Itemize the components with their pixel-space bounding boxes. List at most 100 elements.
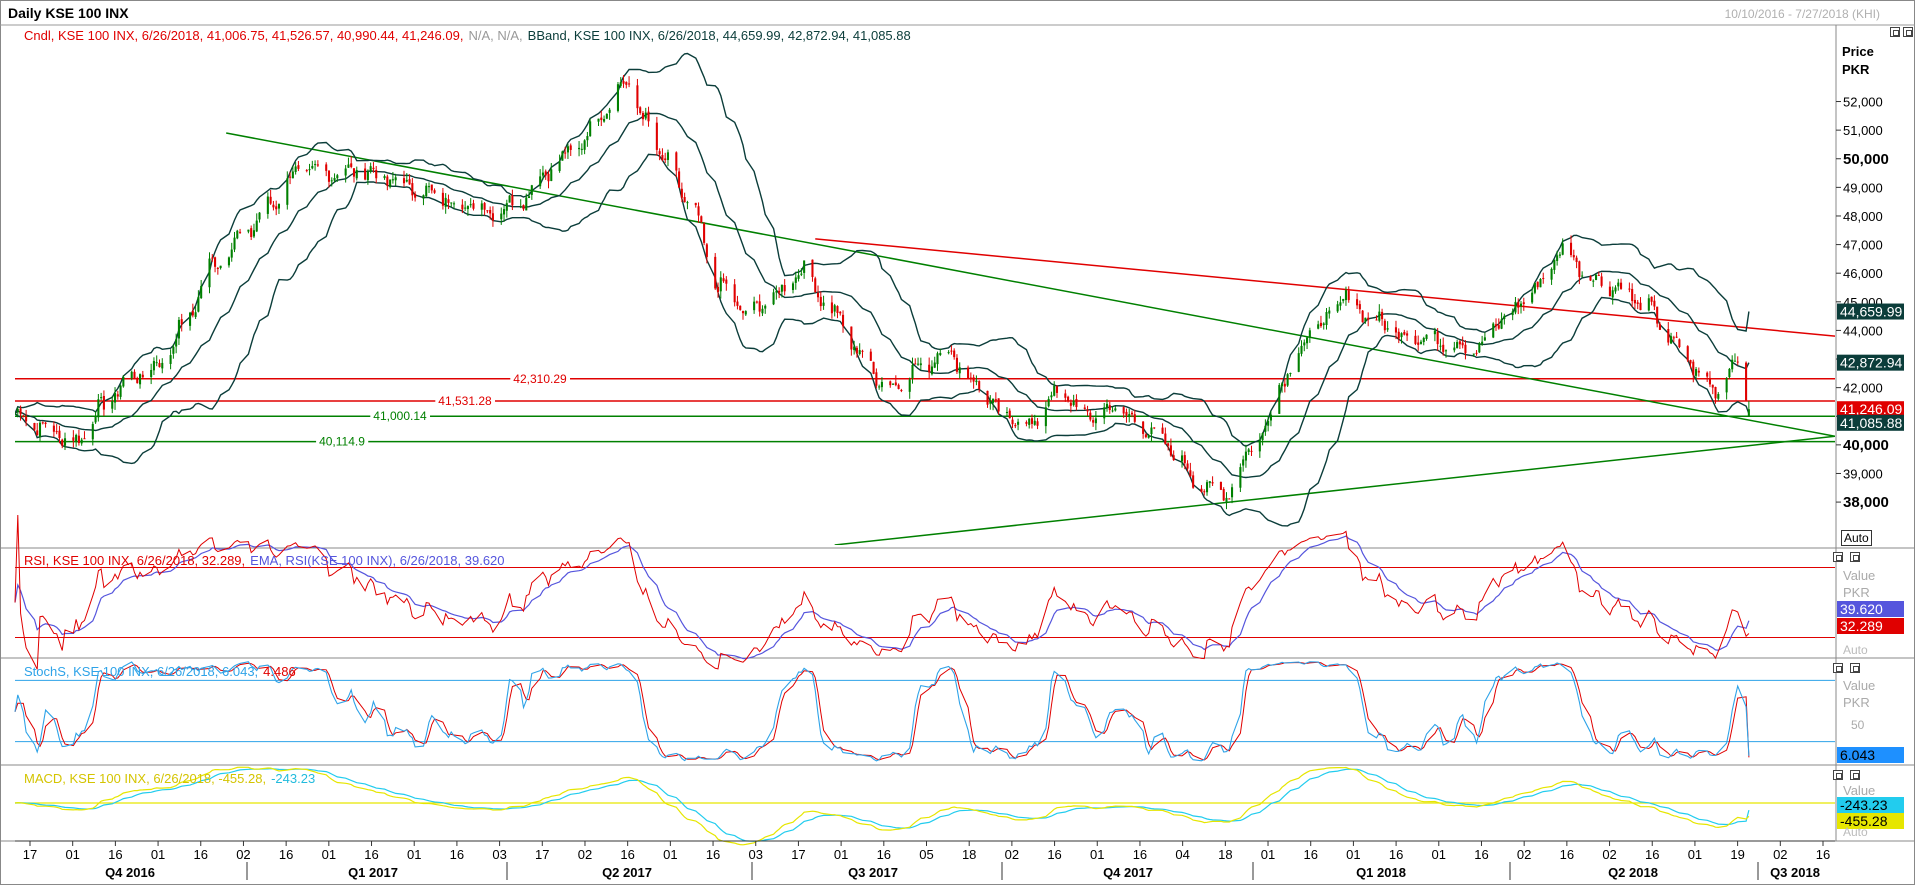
candle-body	[928, 364, 931, 373]
candle	[1250, 445, 1253, 456]
rsi-line	[14, 514, 1750, 670]
auto-scale-button[interactable]: Auto	[1841, 530, 1872, 546]
candle	[892, 383, 895, 385]
candle-body	[1717, 394, 1720, 399]
candle-body	[441, 192, 444, 206]
candle-body	[775, 291, 778, 293]
candle	[469, 198, 472, 208]
macd-panel-close-icon[interactable]	[1850, 770, 1860, 780]
candle-body	[917, 363, 920, 365]
candle	[1695, 366, 1698, 380]
candle	[733, 279, 736, 307]
price-legend: Cndl, KSE 100 INX, 6/26/2018, 41,006.75,…	[24, 28, 463, 43]
candle-body	[1005, 411, 1009, 413]
candle	[705, 242, 708, 264]
candle-body	[753, 301, 756, 311]
candle	[819, 291, 822, 311]
candle	[1589, 275, 1592, 281]
candle	[900, 388, 903, 393]
stoch-panel-close-icon[interactable]	[1850, 663, 1860, 673]
candle-body	[578, 147, 581, 150]
candle	[402, 170, 406, 187]
candle-body	[1708, 377, 1712, 385]
candle-body	[1561, 243, 1564, 255]
candle	[1247, 447, 1250, 456]
candle	[761, 305, 764, 317]
x-day-label: 16	[877, 847, 891, 862]
level-label-3: 40,114.9	[319, 435, 365, 449]
candle	[275, 200, 278, 216]
candle-body	[83, 438, 86, 440]
candle-body	[703, 223, 706, 243]
candle-body	[500, 213, 503, 220]
stoch-panel-controls-icon[interactable]	[1833, 663, 1843, 673]
candle-body	[1578, 261, 1581, 277]
candle-body	[452, 203, 456, 205]
candle-body	[933, 362, 936, 368]
rsi-panel-controls-icon[interactable]	[1833, 552, 1843, 562]
x-day-label: 02	[1602, 847, 1616, 862]
candle-body	[364, 168, 367, 180]
candle	[1144, 433, 1147, 439]
candle-body	[1650, 296, 1653, 302]
candle-body	[1342, 299, 1345, 301]
macd-value-tag-bg	[1837, 797, 1904, 813]
candle	[1536, 281, 1539, 290]
candle-body	[305, 170, 308, 172]
candle	[1522, 297, 1525, 311]
candle	[972, 374, 975, 389]
price-panel-close-icon[interactable]	[1903, 27, 1913, 37]
candle	[1267, 417, 1270, 432]
candle-body	[1242, 459, 1245, 466]
candle-body	[1358, 304, 1361, 310]
candle-body	[911, 364, 914, 379]
candle	[1017, 418, 1020, 431]
candle-body	[1478, 343, 1481, 353]
x-day-label: 01	[1688, 847, 1702, 862]
candle-body	[1089, 412, 1092, 420]
rsi-panel-close-icon[interactable]	[1850, 552, 1860, 562]
candle	[722, 273, 725, 283]
candle	[486, 210, 489, 214]
candle	[947, 350, 950, 355]
candle	[414, 191, 417, 202]
candle-body	[444, 197, 447, 207]
candle-body	[880, 381, 883, 388]
candle-body	[239, 231, 242, 233]
candle	[1611, 286, 1614, 305]
candle	[447, 194, 450, 210]
candle-body	[914, 363, 917, 365]
candle	[1075, 394, 1078, 411]
candle	[1169, 438, 1172, 457]
candle	[316, 160, 319, 167]
macd-auto-label: Auto	[1843, 825, 1868, 839]
candle-body	[761, 308, 764, 314]
candle-body	[355, 170, 358, 179]
candle	[658, 148, 661, 161]
candle	[589, 118, 592, 137]
candle	[1497, 318, 1500, 330]
candle-body	[1444, 350, 1448, 352]
candle-body	[1425, 334, 1428, 339]
macd-value-tag: -455.28	[1840, 813, 1888, 829]
x-day-label: 04	[1175, 847, 1189, 862]
candle-body	[1492, 323, 1495, 338]
candle-body	[327, 170, 331, 182]
candle	[1244, 444, 1247, 468]
level-label-bg	[370, 409, 431, 424]
macd-panel-controls-icon[interactable]	[1833, 770, 1843, 780]
candle-body	[505, 203, 508, 211]
candle	[308, 163, 311, 176]
candle	[1361, 310, 1364, 323]
candle-body	[286, 178, 289, 205]
candle-body	[958, 367, 961, 374]
candle	[1575, 255, 1578, 269]
price-panel-controls-icon[interactable]	[1890, 27, 1900, 37]
candle	[1264, 419, 1267, 436]
candle-body	[1511, 311, 1514, 316]
candle	[580, 143, 583, 155]
candle	[136, 376, 139, 384]
candle-body	[739, 305, 742, 310]
candle	[1436, 328, 1439, 352]
